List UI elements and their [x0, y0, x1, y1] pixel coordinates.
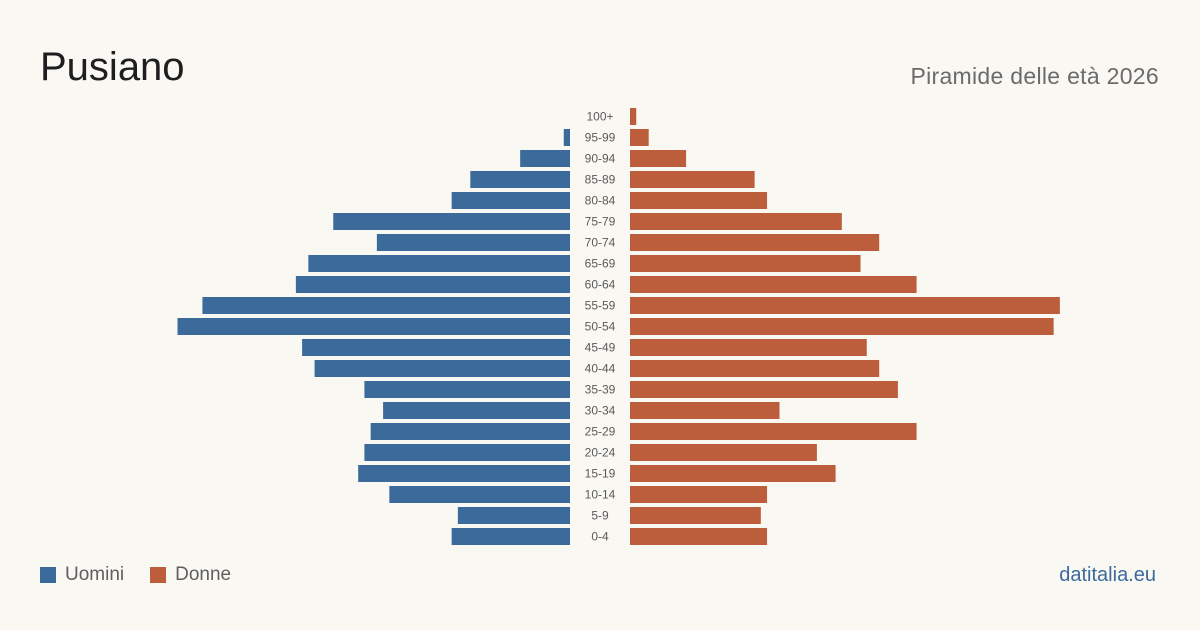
bar-men-20-24: [364, 444, 570, 461]
legend-item-men: Uomini: [40, 564, 124, 586]
legend-label-men: Uomini: [65, 564, 125, 585]
bar-women-90-94: [630, 150, 687, 167]
bar-men-70-74: [376, 234, 570, 251]
bar-women-10-14: [630, 486, 768, 503]
bar-women-80-84: [630, 192, 768, 209]
bar-men-75-79: [333, 213, 570, 230]
age-label-55-59: 55-59: [585, 299, 616, 313]
bar-men-55-59: [202, 297, 570, 314]
bar-men-60-64: [295, 276, 570, 293]
bar-men-0-4: [451, 528, 570, 545]
bar-women-0-4: [630, 528, 768, 545]
bar-women-85-89: [630, 171, 755, 188]
bar-women-30-34: [630, 402, 780, 419]
bar-men-85-89: [470, 171, 570, 188]
age-label-100+: 100+: [586, 110, 613, 124]
bar-men-35-39: [364, 381, 570, 398]
bar-women-15-19: [630, 465, 836, 482]
bar-women-70-74: [630, 234, 880, 251]
bar-men-10-14: [389, 486, 570, 503]
bar-women-20-24: [630, 444, 817, 461]
bar-women-40-44: [630, 360, 880, 377]
age-label-30-34: 30-34: [585, 404, 616, 418]
bar-women-95-99: [630, 129, 649, 146]
age-label-50-54: 50-54: [585, 320, 616, 334]
age-label-25-29: 25-29: [585, 425, 616, 439]
age-label-90-94: 90-94: [585, 152, 616, 166]
age-label-70-74: 70-74: [585, 236, 616, 250]
legend-swatch-women: [150, 567, 167, 583]
bar-women-25-29: [630, 423, 917, 440]
bar-men-25-29: [370, 423, 570, 440]
age-label-75-79: 75-79: [585, 215, 616, 229]
bar-men-65-69: [308, 255, 570, 272]
age-label-20-24: 20-24: [585, 446, 616, 460]
bar-women-45-49: [630, 339, 867, 356]
legend-swatch-men: [40, 567, 56, 583]
bar-women-50-54: [630, 318, 1054, 335]
age-label-60-64: 60-64: [585, 278, 616, 292]
bar-women-5-9: [630, 507, 761, 524]
age-label-65-69: 65-69: [585, 257, 616, 271]
bar-women-100+: [630, 108, 637, 125]
bar-men-95-99: [563, 129, 570, 146]
bar-men-30-34: [383, 402, 570, 419]
bar-men-5-9: [457, 507, 570, 524]
page-title: Pusiano: [40, 45, 185, 89]
legend-item-women: Donne: [150, 564, 231, 586]
legend-label-women: Donne: [175, 564, 232, 585]
age-label-40-44: 40-44: [585, 362, 616, 376]
age-label-85-89: 85-89: [585, 173, 616, 187]
bar-women-35-39: [630, 381, 898, 398]
chart-legend: Uomini Donne: [40, 564, 257, 586]
bar-men-90-94: [520, 150, 570, 167]
age-label-0-4: 0-4: [591, 530, 609, 544]
population-pyramid-chart: 100+ 95-99 90-94 85-89 80-84 75-79 70-74 65-69 6…: [177, 108, 1060, 545]
chart-subtitle: Piramide delle età 2026: [910, 63, 1159, 89]
age-label-95-99: 95-99: [585, 131, 616, 145]
brand-link[interactable]: datitalia.eu: [1059, 564, 1156, 586]
bar-women-65-69: [630, 255, 861, 272]
age-label-10-14: 10-14: [585, 488, 616, 502]
age-label-45-49: 45-49: [585, 341, 616, 355]
age-label-5-9: 5-9: [591, 509, 609, 523]
bar-men-80-84: [451, 192, 570, 209]
bar-men-50-54: [177, 318, 570, 335]
bar-women-75-79: [630, 213, 842, 230]
bar-women-60-64: [630, 276, 917, 293]
age-label-15-19: 15-19: [585, 467, 616, 481]
bar-men-40-44: [314, 360, 570, 377]
bar-men-45-49: [302, 339, 570, 356]
bar-men-15-19: [358, 465, 570, 482]
age-label-35-39: 35-39: [585, 383, 616, 397]
age-label-80-84: 80-84: [585, 194, 616, 208]
bar-women-55-59: [630, 297, 1060, 314]
